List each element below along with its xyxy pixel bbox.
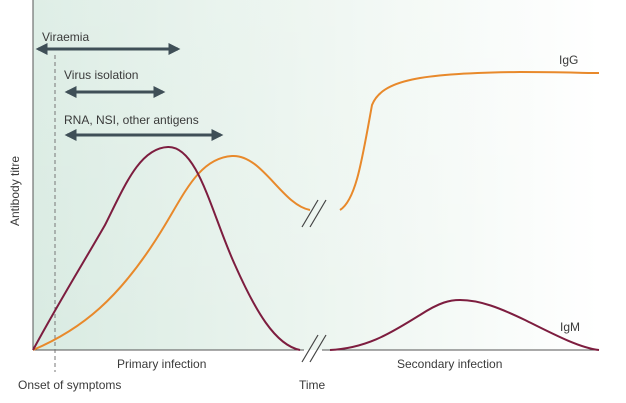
y-axis-label: Antibody titre — [8, 156, 22, 226]
igm-curve — [32, 145, 600, 351]
igg-curve — [32, 70, 600, 351]
x-axis-label: Time — [299, 378, 326, 392]
virus-isolation-label: Virus isolation — [64, 68, 138, 82]
x-axis-break-mark — [301, 334, 327, 363]
primary-infection-label: Primary infection — [117, 357, 206, 371]
onset-of-symptoms-label: Onset of symptoms — [18, 378, 121, 392]
secondary-infection-label: Secondary infection — [397, 357, 502, 371]
igm-label: IgM — [560, 320, 580, 334]
plot-background-fade — [33, 0, 599, 350]
rna-antigens-label: RNA, NSI, other antigens — [64, 113, 199, 127]
viraemia-label: Viraemia — [42, 30, 89, 44]
igg-label: IgG — [559, 53, 578, 67]
igg-break-mark — [301, 199, 327, 228]
